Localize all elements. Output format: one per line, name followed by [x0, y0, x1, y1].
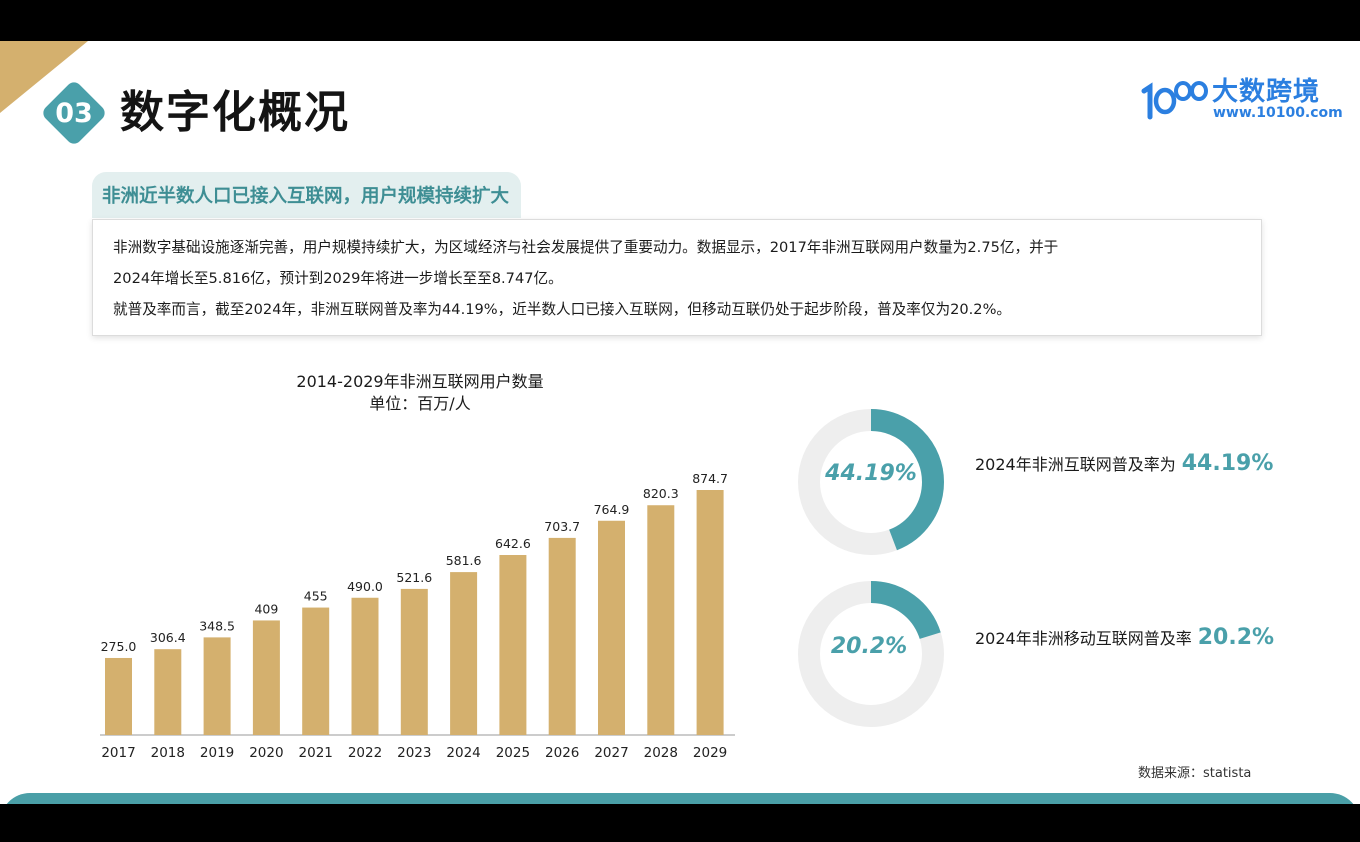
- x-tick-label: 2018: [151, 745, 185, 761]
- donut-chart-internet: [798, 409, 944, 555]
- logo-url: www.10100.com: [1213, 105, 1343, 121]
- bar-value-label: 521.6: [396, 570, 432, 585]
- section-badge: [43, 82, 105, 144]
- bar: [105, 657, 132, 735]
- stat-internet-penetration: 2024年非洲互联网普及率为 44.19%: [975, 451, 1273, 476]
- bar: [252, 620, 280, 735]
- bar: [400, 588, 428, 735]
- bar-value-label: 275.0: [101, 639, 137, 654]
- bar-value-label: 874.7: [692, 471, 728, 486]
- x-tick-label: 2020: [249, 745, 283, 761]
- page-title: 数字化概况: [120, 87, 350, 138]
- bar-value-label: 409: [254, 601, 278, 616]
- corner-decoration: [0, 41, 88, 113]
- x-tick-label: 2026: [545, 745, 579, 761]
- x-tick-label: 2017: [101, 745, 135, 761]
- bar-value-label: 820.3: [643, 486, 679, 501]
- bar: [302, 607, 330, 735]
- x-tick-label: 2028: [644, 745, 678, 761]
- logo-name: 大数跨境: [1212, 77, 1321, 107]
- donut-arc: [798, 581, 944, 727]
- bar-value-label: 642.6: [495, 536, 531, 551]
- summary-line-3: 就普及率而言，截至2024年，非洲互联网普及率为44.19%，近半数人口已接入互…: [113, 301, 1012, 318]
- bar: [696, 490, 724, 735]
- x-tick-label: 2024: [446, 745, 480, 761]
- bar: [598, 520, 625, 735]
- bar-value-label: 703.7: [544, 519, 580, 534]
- chart-title: 2014-2029年非洲互联网用户数量: [296, 372, 544, 391]
- bar: [548, 537, 576, 735]
- bar-value-label: 764.9: [594, 502, 630, 517]
- chart-title-block: 2014-2029年非洲互联网用户数量 单位：百万/人: [200, 371, 640, 415]
- section-number: 03: [55, 97, 93, 129]
- summary-line-1: 非洲数字基础设施逐渐完善，用户规模持续扩大，为区域经济与社会发展提供了重要动力。…: [113, 239, 1059, 256]
- bar-chart: 275.0 2017 306.4 2018 348.5 2019 409 2020 455 202…: [100, 471, 735, 761]
- bar-value-label: 455: [304, 589, 328, 604]
- summary-box: 非洲数字基础设施逐渐完善，用户规模持续扩大，为区域经济与社会发展提供了重要动力。…: [92, 219, 1262, 336]
- bar: [154, 649, 182, 735]
- donut-arc: [798, 409, 944, 555]
- logo-icon: [1141, 81, 1208, 120]
- bar: [647, 505, 675, 735]
- bar-value-label: 490.0: [347, 579, 383, 594]
- bar-value-label: 306.4: [150, 630, 186, 645]
- x-tick-label: 2019: [200, 745, 234, 761]
- x-tick-label: 2027: [594, 745, 628, 761]
- donut-label-mobile: 20.2%: [830, 634, 908, 659]
- stat-mobile-penetration: 2024年非洲移动互联网普及率 20.2%: [975, 625, 1274, 650]
- x-tick-label: 2022: [348, 745, 382, 761]
- bar: [351, 597, 379, 735]
- stat-caption-internet: 2024年非洲互联网普及率为: [975, 455, 1176, 474]
- bar: [499, 555, 527, 735]
- chart-subtitle: 单位：百万/人: [369, 394, 471, 413]
- bar: [203, 637, 231, 735]
- x-tick-label: 2021: [299, 745, 333, 761]
- footer-band: [0, 793, 1360, 804]
- data-source: 数据来源：statista: [1138, 766, 1252, 781]
- donut-label-internet: 44.19%: [825, 461, 917, 486]
- stat-value-mobile: 20.2%: [1197, 625, 1275, 650]
- stat-caption-mobile: 2024年非洲移动互联网普及率: [975, 629, 1192, 648]
- bar-value-label: 348.5: [199, 618, 235, 633]
- x-tick-label: 2029: [693, 745, 727, 761]
- stat-value-internet: 44.19%: [1181, 451, 1274, 476]
- slide: 03 数字化概况 大数跨境 www.10100.com 非洲近半数人口已接入互联…: [0, 41, 1360, 804]
- bar-value-label: 581.6: [446, 553, 482, 568]
- subtitle-heading: 非洲近半数人口已接入互联网，用户规模持续扩大: [92, 172, 522, 218]
- x-tick-label: 2025: [496, 745, 530, 761]
- donut-chart-mobile: [798, 581, 944, 727]
- bar: [450, 572, 478, 735]
- summary-line-2: 2024年增长至5.816亿，预计到2029年将进一步增长至至8.747亿。: [113, 270, 563, 287]
- x-tick-label: 2023: [397, 745, 431, 761]
